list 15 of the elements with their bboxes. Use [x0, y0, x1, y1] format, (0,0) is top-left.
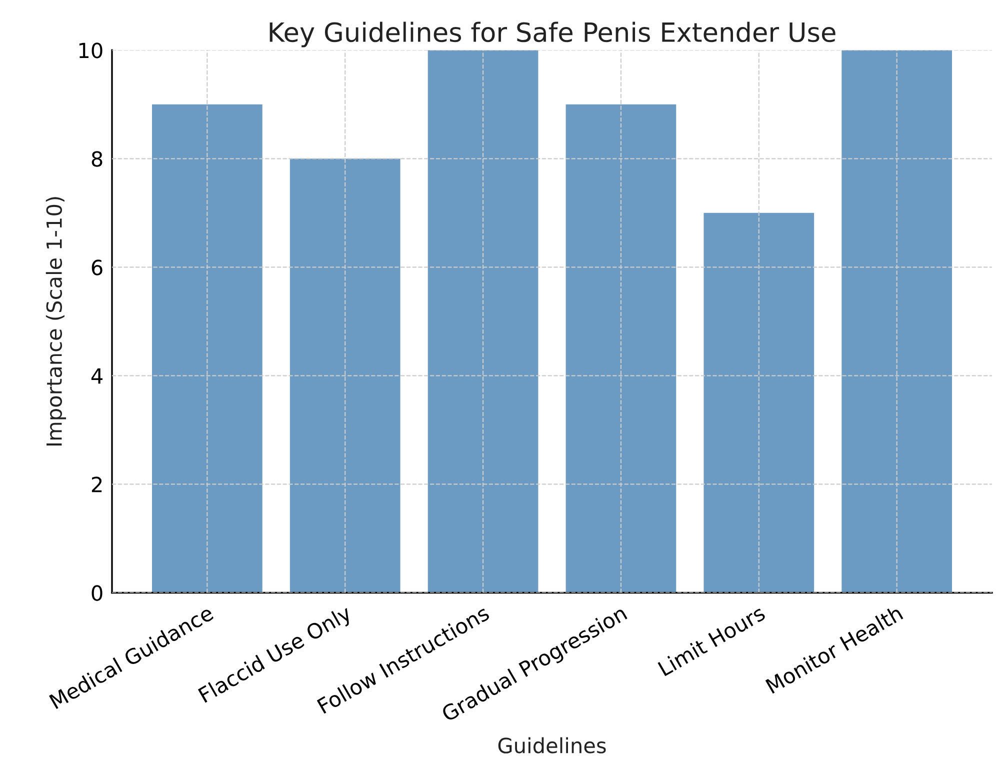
y-tick-label: 2 [92, 476, 102, 492]
y-tick-label: 8 [92, 151, 102, 167]
y-tick-label: 0 [92, 585, 102, 601]
y-tick-label: 6 [92, 260, 102, 276]
bar [842, 50, 952, 593]
y-tick-label: 4 [91, 368, 102, 384]
bar [152, 104, 262, 593]
bar [428, 50, 538, 593]
bar [566, 104, 676, 593]
bar [290, 158, 400, 593]
chart-title: Key Guidelines for Safe Penis Extender Use [270, 22, 836, 48]
bar [704, 212, 814, 593]
y-tick-label: 10 [79, 42, 102, 58]
x-axis-title: Guidelines [498, 737, 606, 754]
y-axis-title: Importance (Scale 1-10) [46, 197, 66, 446]
